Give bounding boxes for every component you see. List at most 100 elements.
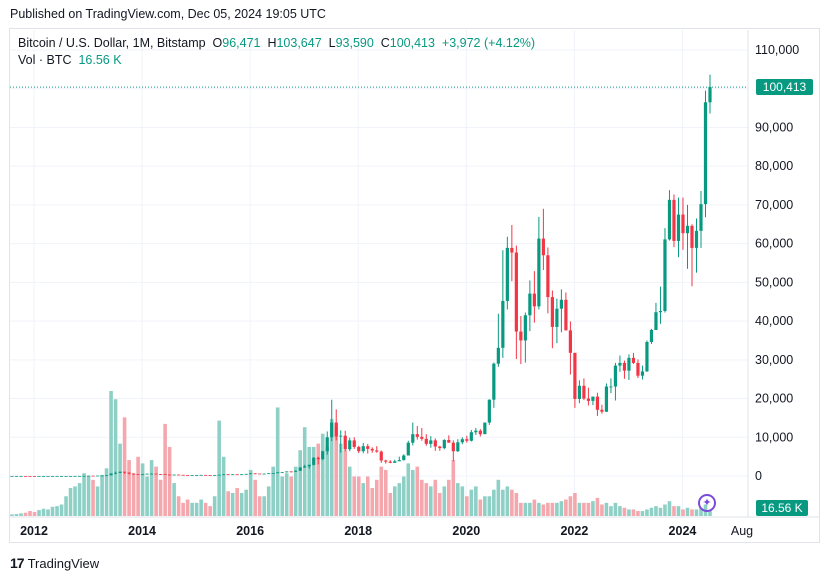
candle-body (59, 475, 64, 477)
volume-bar (32, 512, 37, 516)
volume-bar (82, 473, 86, 516)
candle-body (276, 472, 280, 474)
candle-body (654, 312, 658, 330)
volume-bar (510, 489, 514, 516)
volume-bar (568, 496, 573, 516)
volume-bar (100, 474, 104, 516)
candle-body (631, 357, 636, 363)
volume-bar (370, 488, 375, 516)
candle-body (154, 473, 158, 475)
x-tick-label: 2020 (452, 524, 480, 538)
volume-bar (460, 486, 465, 516)
y-tick-label: 30,000 (755, 353, 793, 367)
candle-body (645, 342, 649, 372)
volume-bar (163, 423, 167, 516)
last-price-tag: 100,413 (756, 79, 813, 96)
volume-bar (564, 499, 568, 516)
candle-body (604, 386, 609, 412)
volume-bar (537, 502, 541, 516)
candle-body (433, 440, 437, 447)
published-caption: Published on TradingView.com, Dec 05, 20… (10, 7, 326, 21)
volume-bar (302, 427, 307, 516)
candle-body (267, 473, 271, 475)
candle-body (145, 473, 149, 475)
volume-bar (591, 501, 595, 516)
volume-bar (158, 479, 163, 516)
candle-body (140, 474, 145, 476)
candle-body (204, 474, 208, 476)
legend-open-value: 96,471 (222, 36, 261, 50)
volume-bar (577, 502, 582, 516)
candle-body (321, 451, 325, 460)
volume-bar (582, 502, 586, 516)
candle-body (640, 371, 645, 376)
candle-body (622, 362, 627, 371)
volume-bar (181, 502, 185, 516)
candle-body (613, 365, 618, 387)
volume-bar (573, 492, 577, 516)
legend-low-value: 93,590 (335, 36, 374, 50)
x-tick-label: 2024 (669, 524, 697, 538)
last-volume-tag: 16.56 K (756, 500, 808, 516)
candle-body (298, 467, 302, 471)
candle-body (519, 331, 523, 341)
candle-body (159, 474, 163, 475)
candle-body (253, 473, 257, 475)
volume-bar (23, 512, 28, 516)
candle-body (100, 475, 104, 477)
candle-body (190, 475, 194, 476)
volume-bar (262, 496, 266, 516)
volume-bar (298, 450, 303, 516)
volume-bar (271, 466, 275, 516)
volume-bar (541, 504, 546, 516)
volume-bar (631, 509, 636, 516)
legend-row-volume: Vol · BTC 16.56 K (18, 53, 535, 67)
volume-bar (622, 507, 627, 516)
volume-bar (59, 504, 64, 516)
volume-bar (478, 499, 483, 516)
volume-bar (586, 502, 591, 516)
candle-body (217, 474, 221, 476)
candle-body (28, 475, 32, 477)
chart-frame (9, 28, 820, 543)
candle-body (249, 473, 253, 475)
candle-body (564, 299, 568, 331)
x-tick-label: 2014 (128, 524, 156, 538)
volume-bar (383, 469, 388, 516)
volume-bar (658, 507, 663, 516)
volume-bar (131, 473, 136, 516)
candle-body (95, 475, 100, 477)
volume-bar (217, 420, 221, 516)
candle-body (240, 474, 244, 476)
volume-bar (226, 491, 230, 516)
candle-body (460, 439, 464, 443)
candle-body (537, 238, 541, 307)
candle-body (122, 471, 127, 473)
candle-body (41, 475, 46, 477)
volume-bar (266, 486, 271, 516)
volume-bar (46, 509, 50, 516)
candle-body (235, 474, 239, 476)
candle-body (50, 475, 55, 477)
candle-body (113, 472, 118, 474)
candle-body (370, 448, 374, 451)
legend-low-label: L (328, 36, 336, 50)
candle-body (82, 475, 86, 477)
volume-bar (492, 489, 496, 516)
event-icon[interactable]: ✦ (698, 494, 716, 512)
candle-body (343, 435, 347, 450)
volume-bar (451, 460, 456, 516)
volume-bar (194, 502, 199, 516)
candle-body (213, 475, 217, 476)
legend-close-value: 100,413 (389, 36, 435, 50)
candle-body (573, 352, 577, 399)
candle-body (195, 474, 199, 476)
candle-body (14, 475, 19, 477)
volume-bar (316, 443, 321, 516)
candle-body (258, 473, 262, 475)
volume-bar (483, 496, 487, 516)
volume-bar (429, 486, 433, 516)
candle-body (172, 474, 176, 476)
candle-body (285, 471, 289, 473)
